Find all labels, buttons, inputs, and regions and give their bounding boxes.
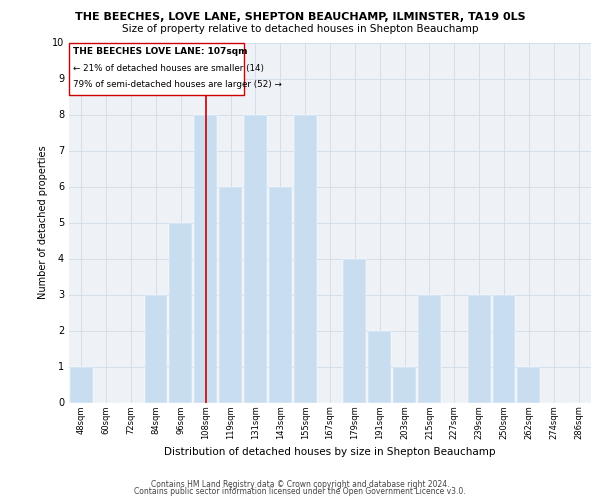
Text: Size of property relative to detached houses in Shepton Beauchamp: Size of property relative to detached ho… — [122, 24, 478, 34]
Bar — [169, 222, 192, 402]
FancyBboxPatch shape — [70, 42, 244, 94]
Bar — [393, 366, 416, 402]
Text: Contains HM Land Registry data © Crown copyright and database right 2024.: Contains HM Land Registry data © Crown c… — [151, 480, 449, 489]
Bar — [219, 186, 242, 402]
Text: 79% of semi-detached houses are larger (52) →: 79% of semi-detached houses are larger (… — [73, 80, 282, 90]
Bar — [194, 114, 217, 403]
Bar — [418, 294, 441, 403]
Bar — [145, 294, 167, 403]
Bar — [517, 366, 540, 402]
Bar — [70, 366, 93, 402]
Text: Contains public sector information licensed under the Open Government Licence v3: Contains public sector information licen… — [134, 488, 466, 496]
Bar — [343, 258, 366, 402]
Text: ← 21% of detached houses are smaller (14): ← 21% of detached houses are smaller (14… — [73, 64, 264, 73]
Bar — [269, 186, 292, 402]
X-axis label: Distribution of detached houses by size in Shepton Beauchamp: Distribution of detached houses by size … — [164, 448, 496, 458]
Text: THE BEECHES, LOVE LANE, SHEPTON BEAUCHAMP, ILMINSTER, TA19 0LS: THE BEECHES, LOVE LANE, SHEPTON BEAUCHAM… — [74, 12, 526, 22]
Bar — [368, 330, 391, 402]
Bar — [294, 114, 317, 403]
Bar — [468, 294, 491, 403]
Y-axis label: Number of detached properties: Number of detached properties — [38, 146, 48, 300]
Bar — [493, 294, 515, 403]
Bar — [244, 114, 267, 403]
Text: THE BEECHES LOVE LANE: 107sqm: THE BEECHES LOVE LANE: 107sqm — [73, 47, 248, 56]
